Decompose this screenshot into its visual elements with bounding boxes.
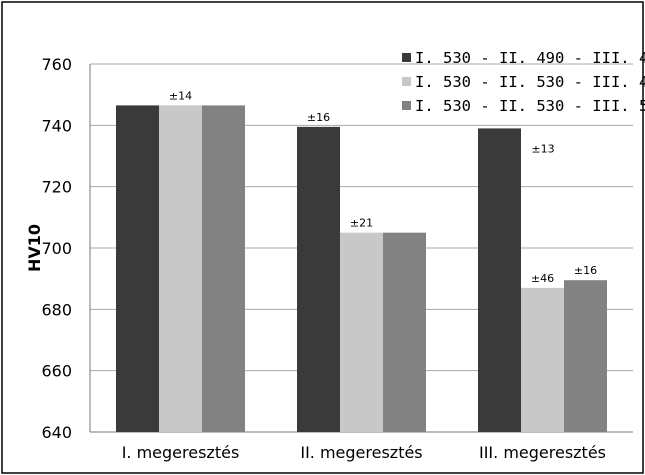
y-tick-label: 680 [41,300,72,319]
bars [116,105,607,433]
data-label: ±13 [531,142,554,155]
labels: 640 660 680 700 720 740 760 HV10 ±14 I. megereszt… [25,55,606,462]
bar [340,232,383,432]
data-label: ±16 [307,111,330,124]
y-tick-label: 760 [41,55,72,74]
data-label: ±14 [169,89,192,102]
y-tick-label: 720 [41,178,72,197]
bar [159,105,202,433]
bar [202,105,245,433]
bar [383,232,426,432]
legend-label: I. 530 - II. 530 - III. 490 [415,73,645,91]
y-tick-label: 740 [41,116,72,135]
y-axis-title: HV10 [25,224,44,272]
bar [564,280,607,432]
bar [478,128,521,432]
legend-swatch [402,77,411,86]
legend-swatch [402,101,411,110]
y-tick-label: 640 [41,423,72,442]
y-tick-label: 660 [41,362,72,381]
legend-swatch [402,53,411,62]
y-tick-label: 700 [41,239,72,258]
bar [521,287,564,432]
bar [116,105,159,433]
x-tick-label: II. megeresztés [300,443,422,462]
legend: I. 530 - II. 490 - III. 490 I. 530 - II. … [402,49,645,115]
x-tick-label: I. megeresztés [122,443,240,462]
data-label: ±16 [574,264,597,277]
bar [297,126,340,432]
legend-label: I. 530 - II. 490 - III. 490 [415,49,645,67]
legend-label: I. 530 - II. 530 - III. 530 [415,97,645,115]
data-label: ±21 [350,217,373,230]
data-label: ±46 [531,272,554,285]
x-tick-label: III. megeresztés [479,443,606,462]
